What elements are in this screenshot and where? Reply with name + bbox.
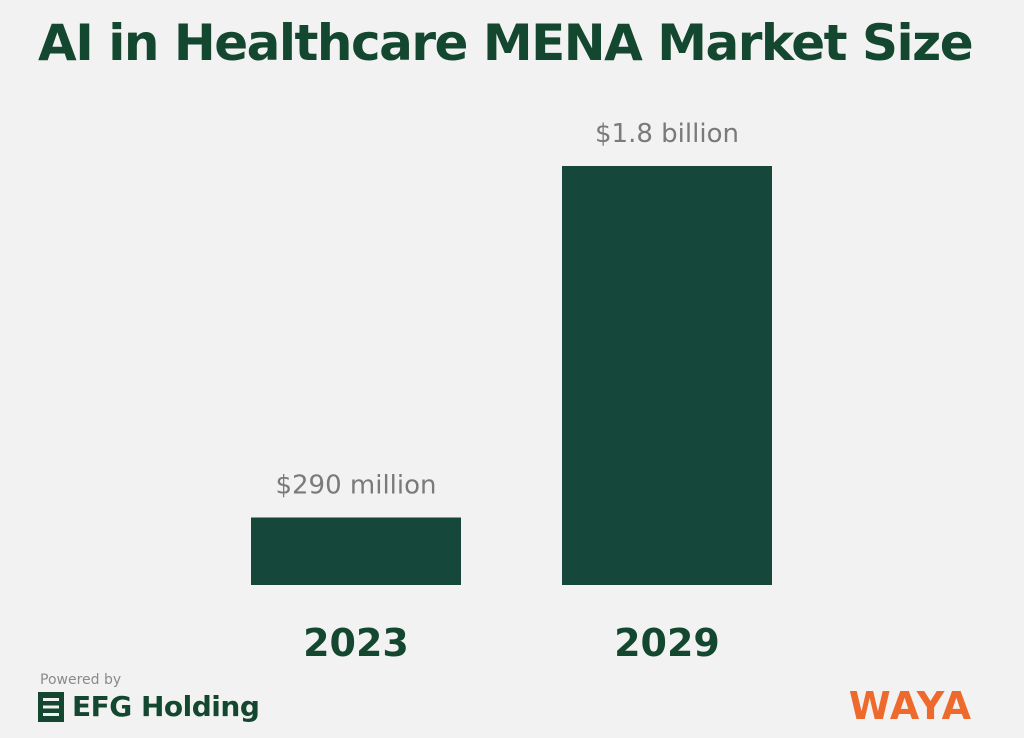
chart-title: AI in Healthcare MENA Market Size [38, 14, 974, 72]
category-label-2029: 2029 [614, 621, 720, 665]
category-label-2023: 2023 [303, 621, 409, 665]
waya-logo: WAYA [848, 684, 972, 728]
efg-logo-icon [38, 691, 64, 722]
efg-holding-wordmark: EFG Holding [72, 690, 260, 723]
powered-by-label: Powered by [40, 672, 122, 688]
data-label-2029: $1.8 billion [595, 119, 739, 149]
bar-2023 [251, 517, 461, 585]
bar-2029 [562, 166, 772, 585]
efg-holding-logo: EFG Holding [38, 690, 260, 723]
data-label-2023: $290 million [275, 470, 436, 500]
